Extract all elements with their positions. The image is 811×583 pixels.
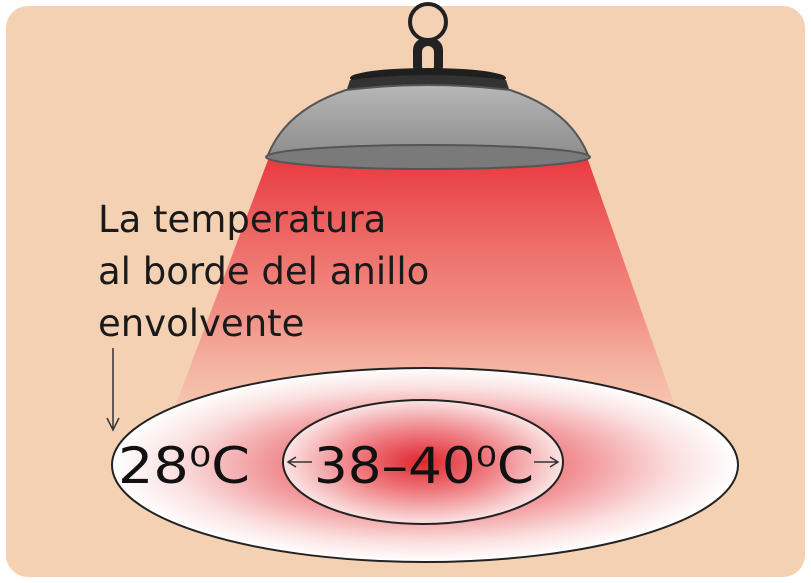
light-cone <box>170 160 680 420</box>
inner-temperature: 38–40⁰C <box>314 437 534 495</box>
outer-temperature: 28⁰C <box>118 437 250 495</box>
pointer-arrow <box>106 348 120 432</box>
label-line: al borde del anillo <box>98 250 429 293</box>
label-line: La temperatura <box>98 198 386 241</box>
inner-zone <box>282 399 564 525</box>
lamp <box>265 2 591 170</box>
label-line: envolvente <box>98 302 304 345</box>
spread-arrows <box>286 456 560 468</box>
